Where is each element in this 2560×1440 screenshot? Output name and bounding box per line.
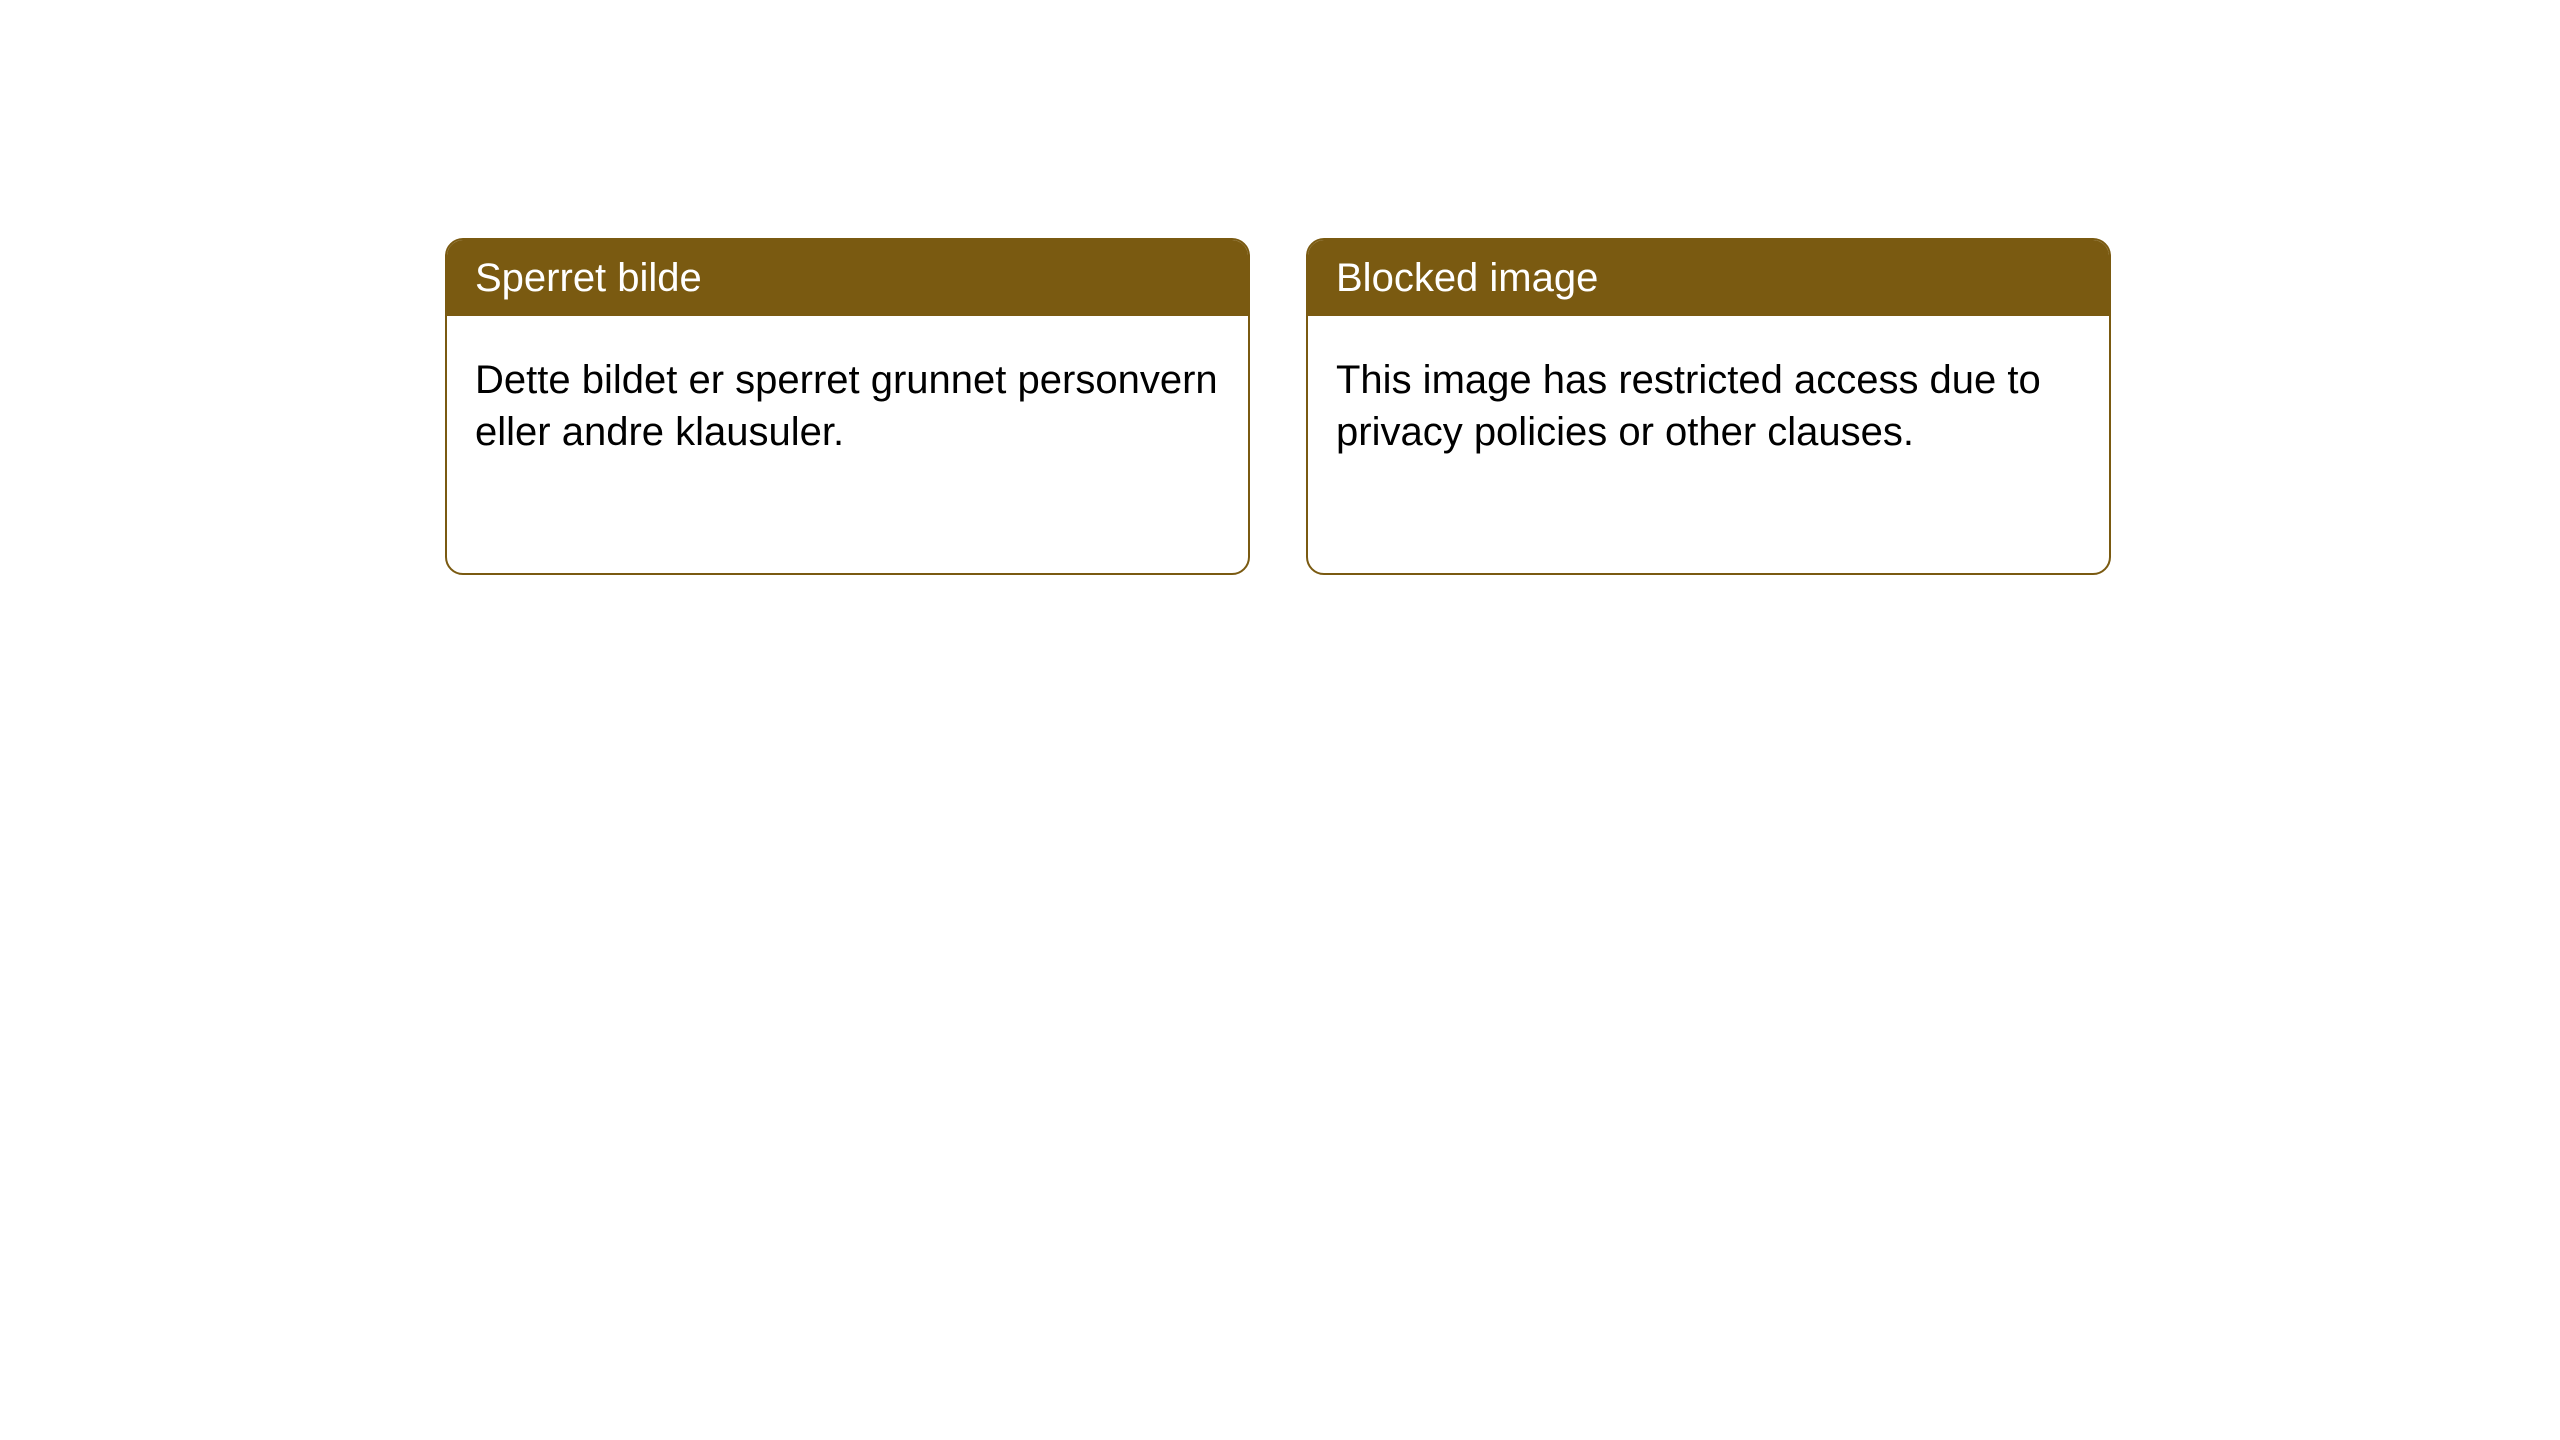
notice-card-norwegian: Sperret bilde Dette bildet er sperret gr…: [445, 238, 1250, 575]
card-body-text: This image has restricted access due to …: [1336, 358, 2041, 454]
notice-card-english: Blocked image This image has restricted …: [1306, 238, 2111, 575]
card-title: Blocked image: [1336, 256, 1598, 300]
card-header: Sperret bilde: [447, 240, 1248, 316]
card-header: Blocked image: [1308, 240, 2109, 316]
card-body-text: Dette bildet er sperret grunnet personve…: [475, 358, 1218, 454]
notice-cards-container: Sperret bilde Dette bildet er sperret gr…: [445, 238, 2111, 575]
card-body: Dette bildet er sperret grunnet personve…: [447, 316, 1248, 496]
card-body: This image has restricted access due to …: [1308, 316, 2109, 496]
card-title: Sperret bilde: [475, 256, 702, 300]
